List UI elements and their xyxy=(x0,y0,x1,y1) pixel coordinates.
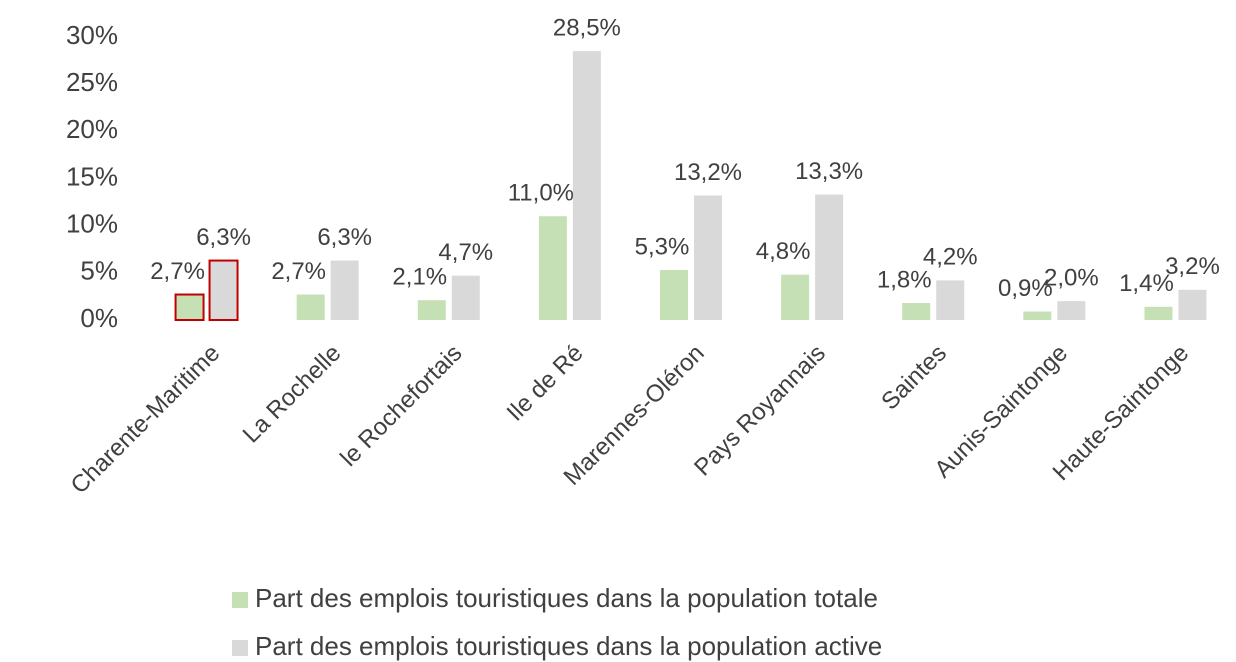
value-label: 2,0% xyxy=(1044,264,1099,291)
bar xyxy=(694,195,722,320)
value-label: 5,3% xyxy=(635,233,690,260)
value-label: 1,8% xyxy=(877,266,932,293)
y-tick-label: 10% xyxy=(66,209,118,239)
x-tick-label: le Rochefortais xyxy=(335,340,467,472)
x-tick-label: Saintes xyxy=(876,340,952,416)
value-label: 6,3% xyxy=(317,224,372,251)
value-label: 13,3% xyxy=(795,158,863,185)
bar xyxy=(572,51,601,321)
value-label: 6,3% xyxy=(196,224,251,251)
value-label: 1,4% xyxy=(1119,270,1174,297)
bar xyxy=(1057,301,1086,320)
legend-swatch xyxy=(232,592,248,608)
bar xyxy=(296,294,325,320)
bar xyxy=(451,275,480,320)
value-label: 2,7% xyxy=(150,258,205,285)
bar xyxy=(330,260,359,320)
value-label: 0,9% xyxy=(998,275,1053,302)
y-tick-label: 5% xyxy=(80,256,118,286)
bar xyxy=(781,274,810,320)
legend-swatch xyxy=(232,640,248,656)
x-tick-label: Ile de Ré xyxy=(502,340,589,427)
bar xyxy=(1023,311,1052,320)
value-label: 2,1% xyxy=(392,264,447,291)
y-tick-label: 20% xyxy=(66,114,118,144)
bar xyxy=(1144,306,1173,320)
y-tick-label: 30% xyxy=(66,20,118,50)
value-label: 13,2% xyxy=(674,159,742,186)
bar xyxy=(902,303,931,320)
legend-label: Part des emplois touristiques dans la po… xyxy=(255,631,882,661)
bar xyxy=(174,293,205,321)
bar xyxy=(1178,289,1207,320)
y-tick-label: 15% xyxy=(66,161,118,191)
value-label: 11,0% xyxy=(508,180,574,207)
bar xyxy=(660,270,688,320)
bar xyxy=(417,300,446,320)
bar xyxy=(815,194,844,320)
x-tick-label: Aunis-Saintonge xyxy=(929,340,1073,484)
y-tick-label: 0% xyxy=(80,303,118,333)
value-label: 4,2% xyxy=(923,244,978,271)
bar xyxy=(538,216,567,320)
value-label: 4,7% xyxy=(438,239,493,266)
value-label: 28,5% xyxy=(553,14,621,41)
value-label: 2,7% xyxy=(271,258,326,285)
value-label: 4,8% xyxy=(756,238,811,265)
x-tick-label: Pays Royannais xyxy=(689,340,831,482)
legend-label: Part des emplois touristiques dans la po… xyxy=(255,583,878,613)
x-tick-label: Charente-Maritime xyxy=(66,340,226,500)
value-label: 3,2% xyxy=(1165,253,1220,280)
y-tick-label: 25% xyxy=(66,67,118,97)
bar xyxy=(936,280,965,320)
x-tick-label: La Rochelle xyxy=(238,340,347,449)
bar xyxy=(208,259,239,322)
